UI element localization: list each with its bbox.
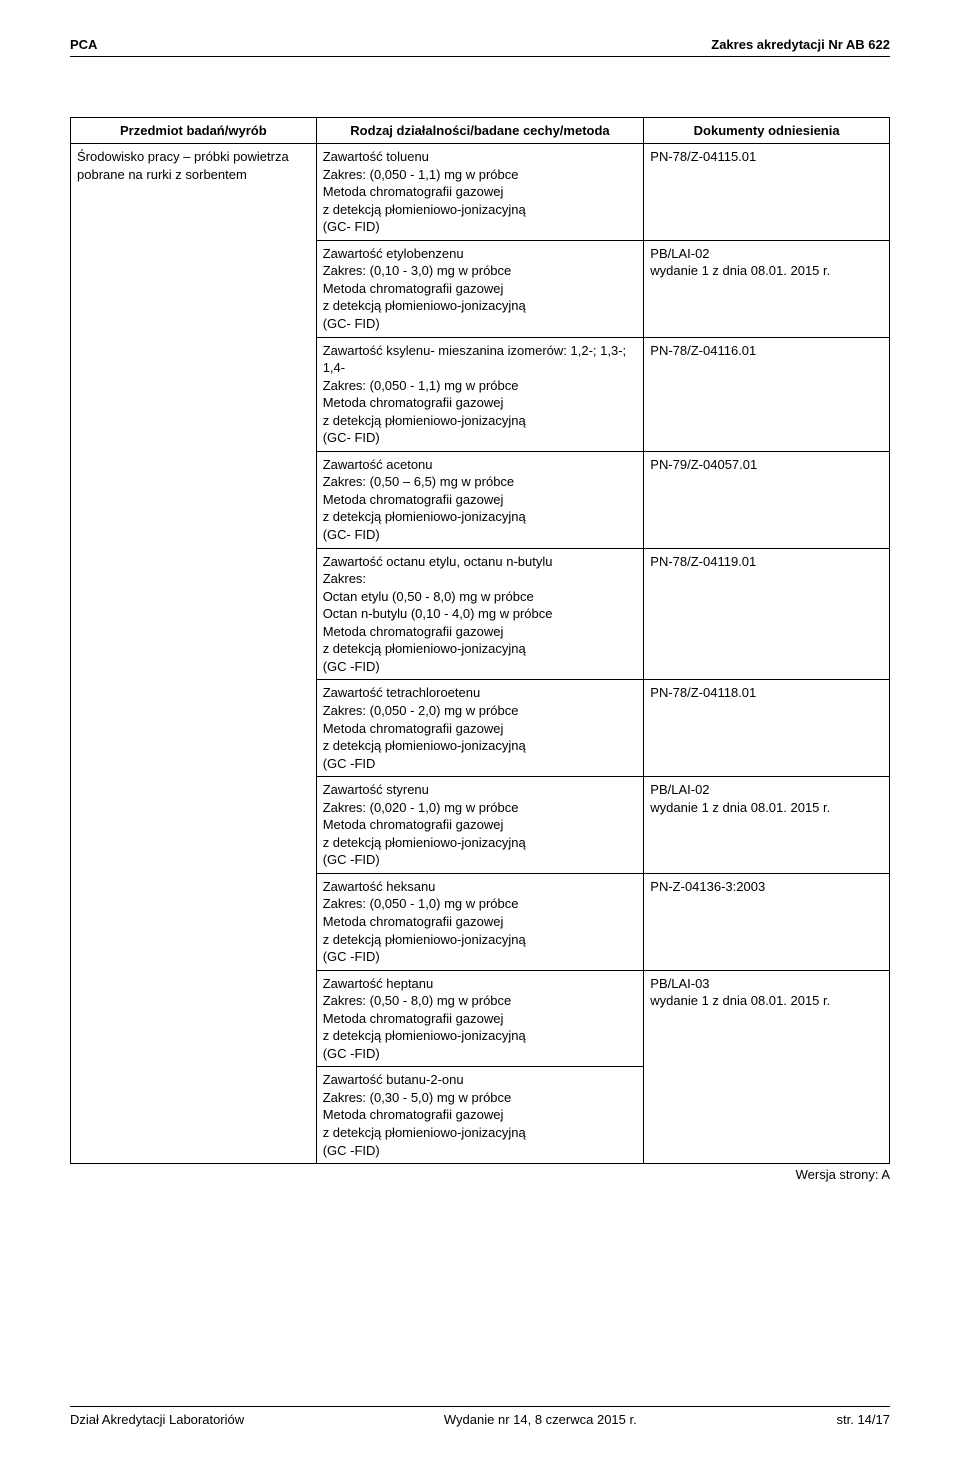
document-cell: PN-78/Z-04118.01 (644, 680, 890, 777)
page-footer: Dział Akredytacji Laboratoriów Wydanie n… (70, 1406, 890, 1429)
table-header-row: Przedmiot badań/wyrób Rodzaj działalnośc… (71, 117, 890, 144)
footer-left: Dział Akredytacji Laboratoriów (70, 1411, 244, 1429)
document-cell: PN-78/Z-04115.01 (644, 144, 890, 241)
footer-center: Wydanie nr 14, 8 czerwca 2015 r. (444, 1411, 637, 1429)
footer-row: Dział Akredytacji Laboratoriów Wydanie n… (70, 1411, 890, 1429)
document-cell: PB/LAI-02 wydanie 1 z dnia 08.01. 2015 r… (644, 240, 890, 337)
footer-rule (70, 1406, 890, 1407)
document-cell: PN-Z-04136-3:2003 (644, 873, 890, 970)
method-cell: Zawartość heptanu Zakres: (0,50 - 8,0) m… (316, 970, 644, 1067)
method-cell: Zawartość etylobenzenu Zakres: (0,10 - 3… (316, 240, 644, 337)
document-cell: PB/LAI-03 wydanie 1 z dnia 08.01. 2015 r… (644, 970, 890, 1163)
method-cell: Zawartość tetrachloroetenu Zakres: (0,05… (316, 680, 644, 777)
accreditation-table: Przedmiot badań/wyrób Rodzaj działalnośc… (70, 117, 890, 1165)
page-header: PCA Zakres akredytacji Nr AB 622 (70, 36, 890, 57)
document-cell: PN-79/Z-04057.01 (644, 451, 890, 548)
document-cell: PN-78/Z-04119.01 (644, 548, 890, 680)
document-cell: PB/LAI-02 wydanie 1 z dnia 08.01. 2015 r… (644, 777, 890, 874)
method-cell: Zawartość butanu-2-onu Zakres: (0,30 - 5… (316, 1067, 644, 1164)
method-cell: Zawartość heksanu Zakres: (0,050 - 1,0) … (316, 873, 644, 970)
table-header-col3: Dokumenty odniesienia (644, 117, 890, 144)
footer-right: str. 14/17 (837, 1411, 890, 1429)
method-cell: Zawartość toluenu Zakres: (0,050 - 1,1) … (316, 144, 644, 241)
header-left: PCA (70, 36, 97, 54)
method-cell: Zawartość styrenu Zakres: (0,020 - 1,0) … (316, 777, 644, 874)
table-row: Środowisko pracy – próbki powietrza pobr… (71, 144, 890, 241)
document-cell: PN-78/Z-04116.01 (644, 337, 890, 451)
table-header-col2: Rodzaj działalności/badane cechy/metoda (316, 117, 644, 144)
method-cell: Zawartość acetonu Zakres: (0,50 – 6,5) m… (316, 451, 644, 548)
subject-cell: Środowisko pracy – próbki powietrza pobr… (71, 144, 317, 1164)
header-right: Zakres akredytacji Nr AB 622 (711, 36, 890, 54)
method-cell: Zawartość octanu etylu, octanu n-butylu … (316, 548, 644, 680)
method-cell: Zawartość ksylenu- mieszanina izomerów: … (316, 337, 644, 451)
page-version: Wersja strony: A (70, 1166, 890, 1184)
table-header-col1: Przedmiot badań/wyrób (71, 117, 317, 144)
